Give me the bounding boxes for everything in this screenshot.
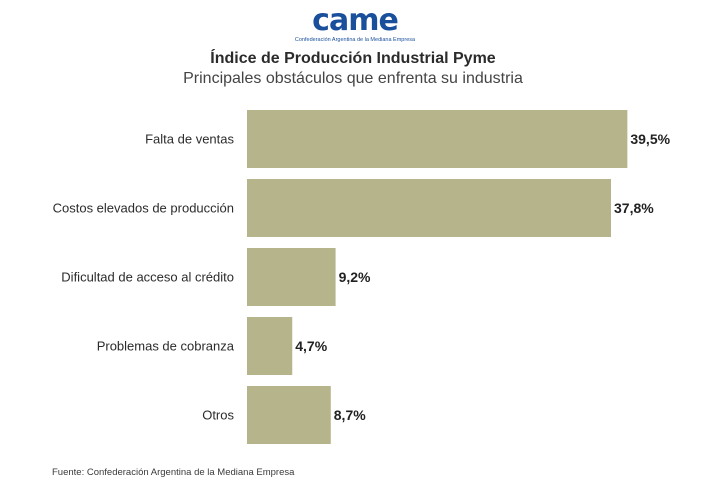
value-label-2: 9,2% (339, 269, 371, 285)
chart-title: Índice de Producción Industrial Pyme (210, 50, 496, 67)
bar-2 (247, 248, 336, 306)
category-label-4: Otros (202, 408, 234, 423)
category-label-1: Costos elevados de producción (53, 201, 234, 216)
chart-subtitle: Principales obstáculos que enfrenta su i… (183, 70, 523, 87)
value-label-4: 8,7% (334, 407, 366, 423)
bar-4 (247, 386, 331, 444)
category-label-0: Falta de ventas (145, 132, 234, 147)
value-label-3: 4,7% (295, 338, 327, 354)
logo-subtitle: Confederación Argentina de la Mediana Em… (294, 37, 416, 43)
logo-wordmark: came (312, 3, 399, 38)
bar-3 (247, 317, 293, 375)
source-note: Fuente: Confederación Argentina de la Me… (52, 467, 295, 478)
bar-0 (247, 110, 628, 168)
bar-1 (247, 179, 611, 237)
value-label-0: 39,5% (630, 131, 670, 147)
category-label-3: Problemas de cobranza (97, 339, 235, 354)
category-label-2: Dificultad de acceso al crédito (61, 270, 234, 285)
value-label-1: 37,8% (614, 200, 654, 216)
came-logo: came Confederación Argentina de la Media… (290, 6, 420, 52)
